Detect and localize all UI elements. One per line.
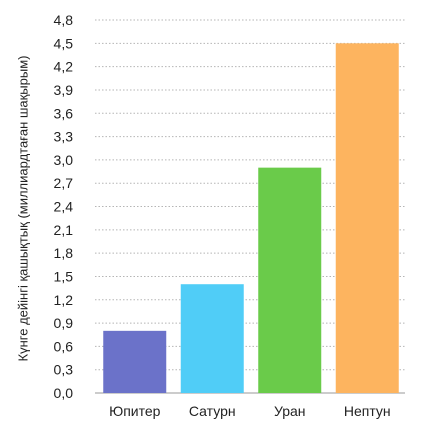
y-tick-label: 0,0 — [54, 385, 74, 401]
y-tick-label: 2,7 — [54, 175, 74, 191]
y-tick-label: 3,9 — [54, 82, 74, 98]
y-tick-label: 1,5 — [54, 268, 74, 284]
y-tick-label: 0,3 — [54, 362, 74, 378]
bar-1 — [103, 330, 167, 393]
x-category-label: Уран — [274, 403, 306, 419]
bar-2 — [180, 284, 244, 393]
y-tick-label: 2,1 — [54, 222, 74, 238]
y-tick-label: 0,6 — [54, 338, 74, 354]
y-tick-label: 0,9 — [54, 315, 74, 331]
x-axis-labels: Юпитер Сатурн Уран Нептун — [109, 403, 391, 419]
y-tick-label: 4,8 — [54, 12, 74, 28]
y-tick-label: 4,2 — [54, 59, 74, 75]
y-tick-label: 1,8 — [54, 245, 74, 261]
y-tick-label: 2,4 — [54, 199, 74, 215]
y-axis-title: Күнге дейінгі қашықтық (миллиардтаған ша… — [15, 56, 30, 362]
y-tick-label: 3,0 — [54, 152, 74, 168]
bars — [103, 43, 399, 393]
y-tick-label: 4,5 — [54, 35, 74, 51]
x-category-label: Сатурн — [189, 403, 236, 419]
bar-4 — [335, 43, 399, 393]
x-category-label: Юпитер — [109, 403, 161, 419]
y-tick-label: 1,2 — [54, 292, 74, 308]
y-tick-label: 3,6 — [54, 105, 74, 121]
bar-3 — [258, 167, 322, 393]
gridlines — [95, 19, 405, 394]
y-tick-label: 3,3 — [54, 129, 74, 145]
x-category-label: Нептун — [344, 403, 391, 419]
y-axis-ticks: 0,0 0,3 0,6 0,9 1,2 1,5 1,8 2,1 2,4 2,7 3,0 3,3 3,6 3… — [54, 12, 74, 401]
